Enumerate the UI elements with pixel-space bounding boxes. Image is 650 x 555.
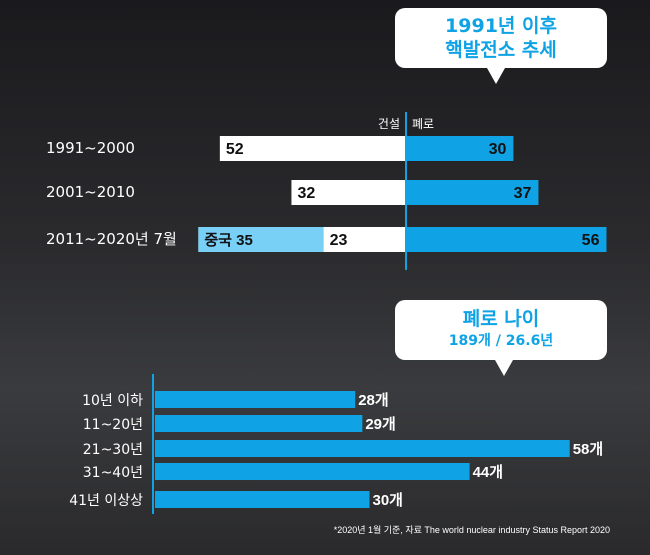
age-category-label: 41년 이상상: [69, 493, 143, 509]
age-bar: [155, 463, 470, 480]
data-label-build: 23: [330, 232, 348, 249]
bar-decommission: [406, 136, 514, 161]
bubble-tail: [487, 68, 505, 84]
age-data-label: 44개: [473, 463, 504, 481]
age-data-label: 58개: [573, 440, 604, 458]
bar-decommission: [406, 180, 539, 205]
bar-segment-china: [198, 227, 324, 252]
bar-decommission: [406, 227, 607, 252]
age-category-label: 10년 이하: [82, 393, 143, 409]
age-data-label: 28개: [358, 391, 389, 409]
age-category-label: 21~30년: [83, 442, 143, 458]
category-label: 2001~2010: [46, 183, 135, 201]
data-label-build: 52: [226, 141, 244, 158]
segment-label-china: 중국 35: [204, 232, 252, 249]
age-data-label: 30개: [373, 491, 404, 509]
trend-title-bubble: 1991년 이후 핵발전소 추세: [395, 8, 607, 84]
age-category-label: 11~20년: [83, 417, 143, 433]
age-category-label: 31~40년: [83, 465, 143, 481]
age-data-label: 29개: [365, 415, 396, 433]
series-label-build: 건설: [378, 117, 400, 131]
category-label: 2011~2020년 7월: [46, 230, 177, 248]
footnote: *2020년 1월 기준, 자료 The world nuclear indus…: [333, 525, 610, 535]
category-label: 1991~2000: [46, 139, 135, 157]
bubble-tail: [495, 360, 513, 376]
data-label-decommission: 56: [582, 232, 600, 249]
age-bar: [155, 440, 570, 457]
bar-build: [219, 136, 406, 161]
trend-title-line1: 1991년 이후: [445, 15, 557, 37]
age-bar: [155, 391, 356, 408]
age-title-line2: 189개 / 26.6년: [448, 333, 554, 349]
series-label-decommission: 폐로: [412, 117, 434, 131]
data-label-decommission: 37: [514, 185, 532, 202]
age-bar: [155, 491, 370, 508]
age-title-bubble: 폐로 나이 189개 / 26.6년: [395, 300, 607, 376]
data-label-decommission: 30: [489, 141, 507, 158]
trend-title-line2: 핵발전소 추세: [445, 39, 557, 61]
data-label-build: 32: [297, 185, 315, 202]
age-title-line1: 폐로 나이: [462, 308, 540, 330]
age-bar: [155, 415, 363, 432]
bar-build: [291, 180, 406, 205]
